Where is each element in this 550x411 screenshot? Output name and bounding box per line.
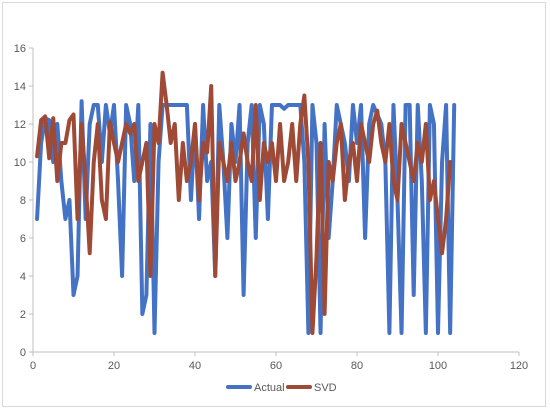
x-tick-label: 20 [108, 360, 120, 372]
y-tick-label: 16 [14, 43, 26, 55]
x-tick-label: 60 [270, 360, 282, 372]
y-tick-label: 4 [20, 271, 26, 283]
legend: Actual SVD [226, 382, 337, 394]
y-tick-label: 8 [20, 195, 26, 207]
legend-label-actual: Actual [254, 382, 285, 394]
y-tick-label: 2 [20, 309, 26, 321]
x-tick-label: 80 [351, 360, 363, 372]
series-line-svd [35, 70, 453, 335]
legend-label-svd: SVD [314, 382, 337, 394]
y-tick-label: 12 [14, 119, 26, 131]
x-tick-label: 100 [429, 360, 447, 372]
x-tick-label: 120 [510, 360, 528, 372]
series-layer [35, 70, 457, 335]
y-tick-label: 10 [14, 157, 26, 169]
y-tick-label: 0 [20, 347, 26, 359]
y-tick-label: 14 [14, 81, 26, 93]
x-tick-label: 0 [30, 360, 36, 372]
y-tick-label: 6 [20, 233, 26, 245]
x-tick-label: 40 [189, 360, 201, 372]
axes: 0 2 4 6 8 10 12 14 16 0 20 40 60 80 100 120 [14, 43, 528, 372]
